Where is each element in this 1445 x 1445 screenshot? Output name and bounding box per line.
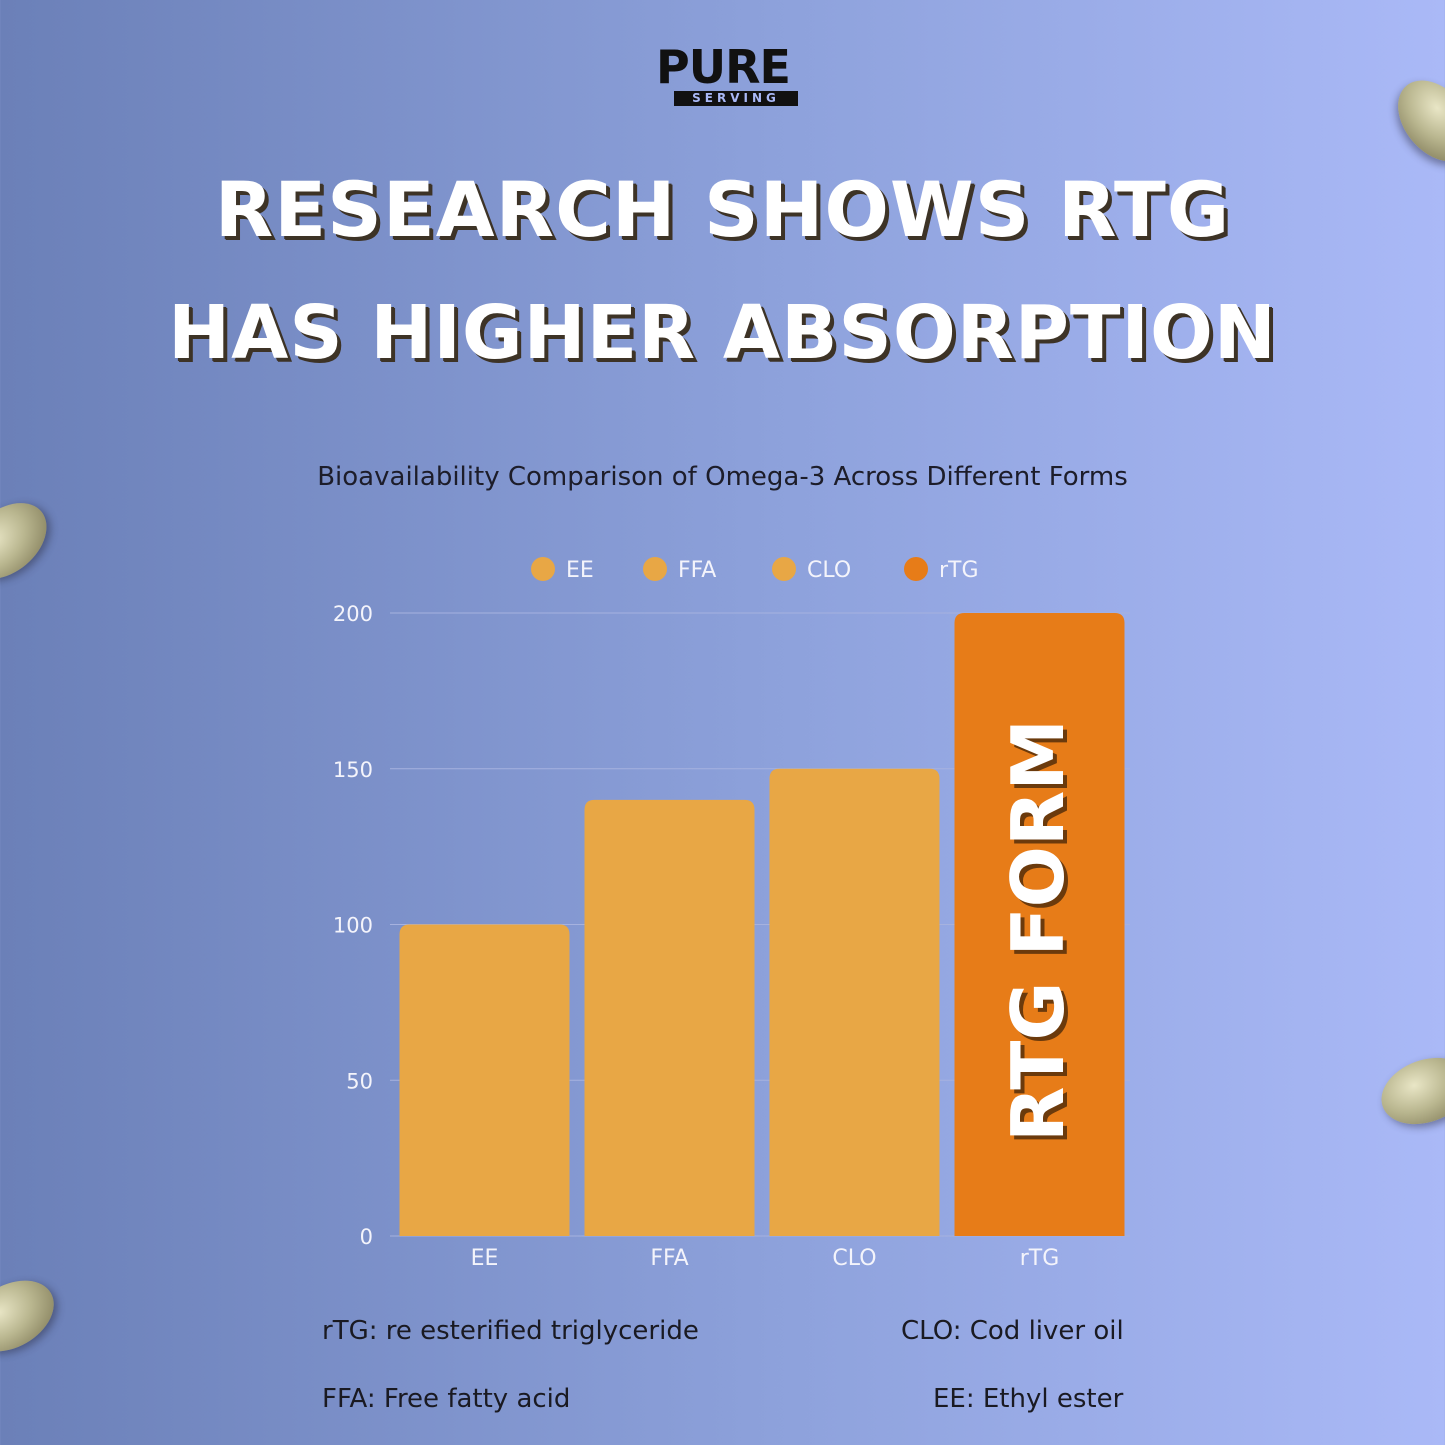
logo-main-text: PURE <box>656 40 791 94</box>
headline-line-1: RESEARCH SHOWS RTG <box>214 165 1231 254</box>
brand-logo: PURE SERVING <box>656 44 799 108</box>
note-rtg: rTG: re esterified triglyceride <box>322 1316 699 1346</box>
bar-rtg <box>954 613 1125 1236</box>
note-clo: CLO: Cod liver oil <box>901 1316 1124 1346</box>
bar-ffa <box>584 799 755 1236</box>
chart-title: Bioavailability Comparison of Omega-3 Ac… <box>317 462 1128 492</box>
highlight-bar-label-shadow: RTG FORM <box>1000 723 1084 1146</box>
highlight-bar-label: RTG FORM <box>996 719 1080 1142</box>
y-tick-label-100: 100 <box>333 914 373 938</box>
x-tick-label-ee: EE <box>471 1246 499 1271</box>
legend-label-rtg: rTG <box>939 558 979 583</box>
note-ee: EE: Ethyl ester <box>933 1384 1124 1414</box>
y-tick-label-50: 50 <box>346 1069 373 1093</box>
legend-label-clo: CLO <box>807 558 851 583</box>
note-ffa: FFA: Free fatty acid <box>322 1384 571 1414</box>
legend-marker-clo <box>772 557 796 581</box>
legend-marker-rtg <box>904 557 928 581</box>
x-tick-label-rtg: rTG <box>1020 1246 1060 1271</box>
bar-clo <box>769 768 940 1236</box>
legend-label-ffa: FFA <box>678 558 716 583</box>
x-tick-label-clo: CLO <box>832 1246 876 1271</box>
legend-label-ee: EE <box>566 558 594 583</box>
y-tick-label-0: 0 <box>360 1225 373 1249</box>
x-tick-label-ffa: FFA <box>650 1246 688 1271</box>
y-tick-label-150: 150 <box>333 758 373 782</box>
logo-sub-text: SERVING <box>674 91 798 106</box>
y-tick-label-200: 200 <box>333 602 373 626</box>
bar-ee <box>399 924 570 1236</box>
headline-line-2: HAS HIGHER ABSORPTION <box>168 290 1277 376</box>
legend-marker-ffa <box>643 557 667 581</box>
legend-marker-ee <box>531 557 555 581</box>
